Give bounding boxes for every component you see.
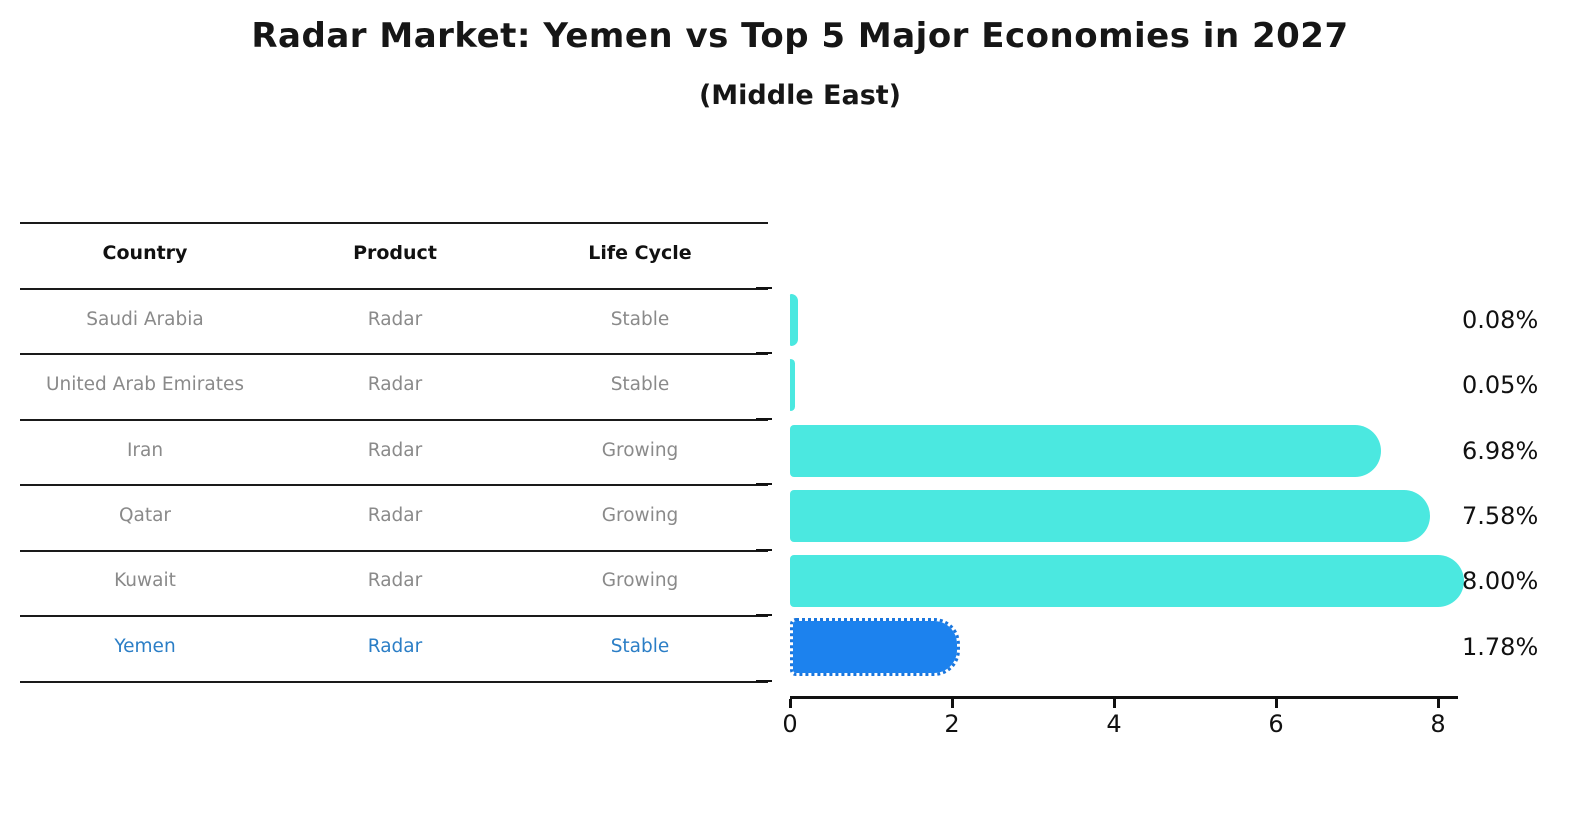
lifecycle-cell: Growing [601,505,679,526]
product-cell: Radar [367,505,423,526]
country-cell: Iran [126,440,164,461]
lifecycle-cell: Growing [601,440,679,461]
value-label: 1.78% [1462,633,1539,661]
table-header-life-cycle: Life Cycle [588,242,692,264]
lifecycle-cell: Stable [610,636,670,657]
y-axis-tick [756,483,772,485]
country-cell: Kuwait [114,570,176,591]
y-axis-tick [756,614,772,616]
y-axis-tick [756,418,772,420]
table-divider [20,484,768,486]
value-label: 8.00% [1462,567,1539,595]
x-axis-tick-label: 6 [1268,710,1284,738]
bar-kuwait [790,555,1464,607]
bar-united-arab-emirates [790,359,796,411]
value-label: 6.98% [1462,437,1539,465]
country-cell: Qatar [118,505,172,526]
product-cell: Radar [367,570,423,591]
product-cell: Radar [367,309,423,330]
product-cell: Radar [367,374,423,395]
x-axis-tick-label: 4 [1106,710,1122,738]
table-header-country: Country [102,242,188,264]
value-label: 7.58% [1462,502,1539,530]
table-divider [20,681,768,683]
country-cell: Saudi Arabia [86,309,204,330]
x-axis-tick [789,699,792,708]
country-cell: United Arab Emirates [46,374,244,395]
bar-yemen-highlight [790,618,961,676]
x-axis-tick [1275,699,1278,708]
table-header-product: Product [353,242,437,264]
x-axis-tick-label: 0 [782,710,798,738]
y-axis-tick [756,680,772,682]
y-axis-tick [756,287,772,289]
table-divider [20,615,768,617]
chart-subtitle: (Middle East) [698,80,902,111]
bar-qatar [790,490,1430,542]
table-divider [20,550,768,552]
table-divider [20,353,768,355]
bar-saudi-arabia [790,294,799,346]
value-label: 0.08% [1462,306,1539,334]
chart-title: Radar Market: Yemen vs Top 5 Major Econo… [251,16,1349,56]
product-cell: Radar [367,440,423,461]
table-divider [20,222,768,224]
country-cell: Yemen [114,636,176,657]
x-axis-tick-label: 2 [944,710,960,738]
value-label: 0.05% [1462,371,1539,399]
bar-iran [790,425,1382,477]
x-axis-spine [790,696,1458,699]
x-axis-tick [1437,699,1440,708]
x-axis-tick [951,699,954,708]
y-axis-tick [756,549,772,551]
y-axis-tick [756,352,772,354]
table-divider [20,419,768,421]
x-axis-tick [1113,699,1116,708]
lifecycle-cell: Stable [610,309,670,330]
lifecycle-cell: Stable [610,374,670,395]
product-cell: Radar [367,636,423,657]
lifecycle-cell: Growing [601,570,679,591]
x-axis-tick-label: 8 [1430,710,1446,738]
table-divider [20,288,768,290]
